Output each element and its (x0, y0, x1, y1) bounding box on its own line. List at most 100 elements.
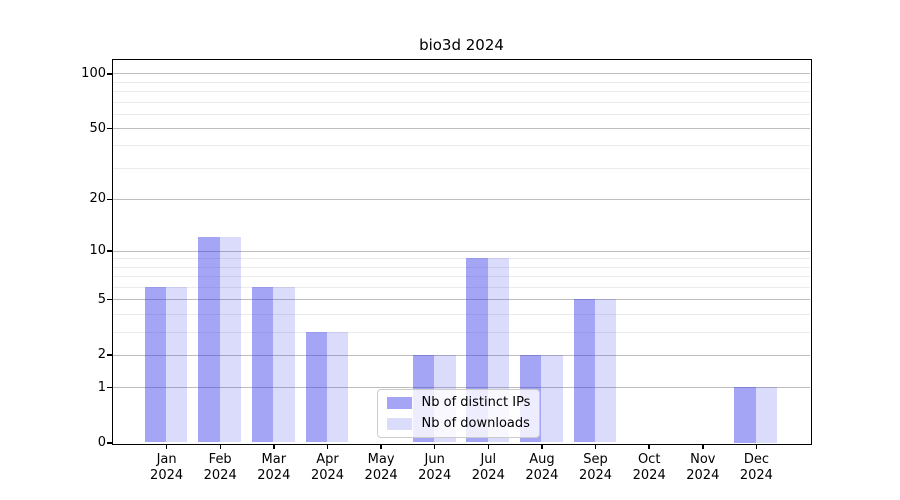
y-axis-tick-label: 1 (97, 379, 106, 395)
bar-feb-distinct-ips (198, 237, 220, 443)
x-axis-tick-label: Apr 2024 (298, 452, 358, 483)
bar-mar-downloads (273, 286, 295, 443)
x-tick-mark (648, 444, 650, 449)
x-axis-tick-label: Oct 2024 (619, 452, 679, 483)
x-tick-month: Jun (424, 452, 445, 467)
major-gridline (112, 354, 810, 356)
x-axis-tick-label: Jul 2024 (458, 452, 518, 483)
y-axis-tick-label: 20 (89, 191, 106, 207)
x-tick-mark (541, 444, 543, 449)
x-tick-month: Oct (637, 452, 661, 467)
bar-apr-distinct-ips (305, 331, 327, 443)
x-tick-mark (755, 444, 758, 449)
bar-feb-downloads (219, 237, 242, 443)
major-gridline (112, 299, 810, 301)
y-tick-mark (107, 298, 112, 301)
minor-gridline (112, 276, 810, 278)
x-tick-year: 2024 (418, 467, 452, 483)
major-gridline (112, 198, 810, 200)
y-tick-mark (107, 198, 112, 201)
bar-dec-downloads (755, 387, 778, 443)
minor-gridline (112, 90, 810, 92)
x-tick-year: 2024 (471, 467, 505, 483)
major-gridline (112, 250, 810, 252)
y-tick-mark (107, 354, 112, 356)
x-tick-year: 2024 (150, 467, 184, 483)
x-tick-month: Sep (583, 452, 608, 467)
x-tick-mark (273, 444, 275, 449)
x-tick-month: Nov (690, 452, 716, 467)
minor-gridline (112, 266, 810, 268)
legend-swatch-downloads-icon (386, 417, 412, 430)
legend-label-distinct-ips: Nb of distinct IPs (421, 394, 531, 410)
x-tick-year: 2024 (525, 467, 559, 483)
bar-apr-downloads (327, 331, 349, 443)
legend-label-downloads: Nb of downloads (421, 415, 530, 431)
bar-sep-downloads (595, 299, 617, 443)
x-tick-year: 2024 (310, 467, 345, 483)
y-axis-tick-label: 50 (89, 120, 106, 136)
x-tick-mark (326, 444, 329, 449)
major-gridline (112, 128, 810, 129)
x-tick-mark (380, 444, 382, 449)
y-tick-mark (107, 73, 112, 75)
x-tick-mark (594, 444, 597, 449)
x-axis-tick-label: Nov 2024 (673, 452, 733, 483)
y-axis-tick-label: 2 (97, 347, 106, 363)
x-tick-mark (219, 444, 221, 449)
x-tick-mark (165, 444, 168, 449)
y-axis-tick-label: 5 (97, 291, 106, 307)
x-axis-tick-label: Jan 2024 (137, 452, 197, 483)
x-tick-year: 2024 (257, 467, 291, 483)
minor-gridline (112, 313, 810, 315)
x-tick-mark (433, 444, 436, 449)
minor-gridline (112, 331, 810, 333)
bar-aug-downloads (541, 354, 563, 443)
x-axis-tick-label: Sep 2024 (566, 452, 626, 483)
bar-jan-downloads (166, 286, 188, 443)
x-tick-month: May (367, 452, 395, 467)
y-axis-tick-label: 100 (81, 65, 106, 81)
x-tick-month: Jul (480, 452, 497, 467)
x-tick-month: Feb (208, 452, 232, 467)
x-tick-year: 2024 (686, 467, 720, 483)
y-tick-mark (107, 386, 112, 389)
legend-item-downloads: Nb of downloads (386, 415, 531, 432)
bar-sep-distinct-ips (573, 299, 595, 443)
x-axis-tick-label: Aug 2024 (512, 452, 572, 483)
y-tick-mark (107, 442, 112, 444)
x-tick-month: Apr (316, 452, 339, 467)
y-axis-tick-label: 10 (89, 243, 106, 259)
x-tick-year: 2024 (203, 467, 237, 483)
x-tick-month: Jan (156, 452, 177, 467)
major-gridline (112, 73, 810, 75)
legend-swatch-distinct-ips-icon (386, 396, 412, 409)
y-axis-tick-label: 0 (97, 435, 106, 450)
x-tick-year: 2024 (632, 467, 666, 483)
bar-mar-distinct-ips (251, 286, 274, 443)
major-gridline (112, 387, 810, 388)
x-axis-tick-label: Jun 2024 (405, 452, 465, 483)
x-tick-year: 2024 (578, 467, 613, 483)
minor-gridline (112, 258, 810, 260)
bar-dec-distinct-ips (734, 387, 756, 443)
x-tick-year: 2024 (739, 467, 773, 483)
x-axis-tick-label: Mar 2024 (244, 452, 304, 483)
minor-gridline (112, 145, 810, 147)
x-axis-tick-label: Feb 2024 (190, 452, 250, 483)
x-tick-month: Dec (743, 452, 769, 467)
x-tick-mark (487, 444, 490, 449)
minor-gridline (112, 286, 810, 288)
minor-gridline (112, 167, 810, 169)
y-tick-mark (107, 127, 112, 130)
legend: Nb of distinct IPs Nb of downloads (376, 388, 541, 438)
y-tick-mark (107, 250, 112, 252)
x-tick-mark (702, 444, 704, 449)
legend-item-distinct-ips: Nb of distinct IPs (386, 394, 531, 411)
x-tick-month: Mar (261, 452, 287, 467)
x-axis-tick-label: May 2024 (351, 452, 411, 483)
bar-jan-distinct-ips (144, 286, 167, 443)
minor-gridline (112, 101, 810, 103)
chart-title: bio3d 2024 (419, 36, 504, 54)
